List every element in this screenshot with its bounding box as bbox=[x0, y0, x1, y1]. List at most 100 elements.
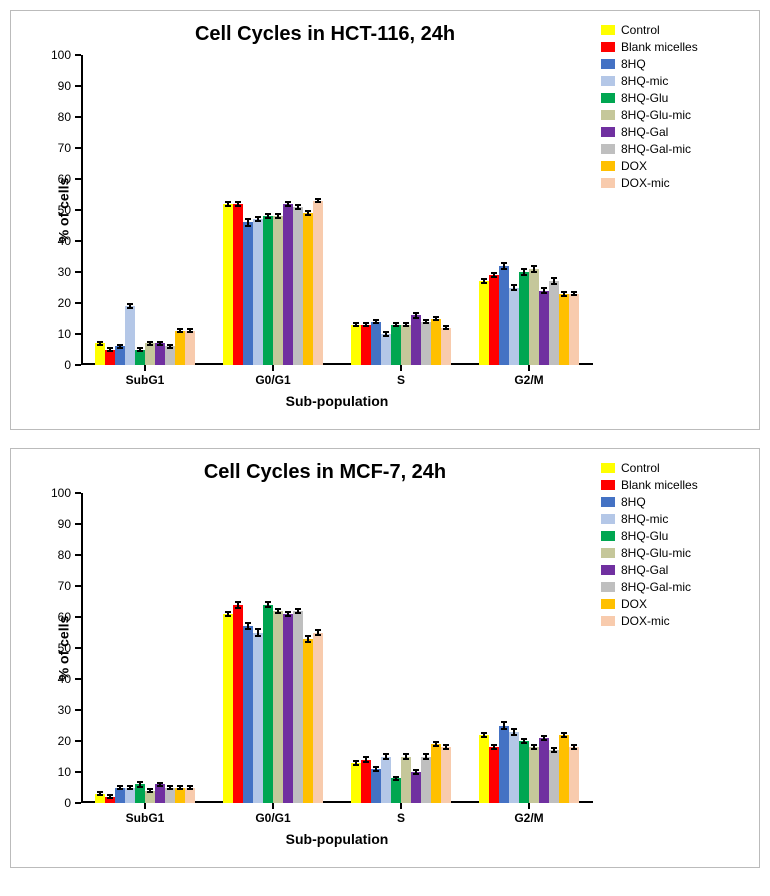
bar bbox=[185, 331, 195, 365]
error-cap bbox=[373, 322, 379, 324]
error-cap bbox=[501, 268, 507, 270]
error-cap bbox=[571, 294, 577, 296]
error-cap bbox=[235, 607, 241, 609]
legend-swatch bbox=[601, 144, 615, 154]
error-cap bbox=[295, 608, 301, 610]
bar bbox=[233, 605, 243, 803]
error-cap bbox=[531, 271, 537, 273]
error-cap bbox=[127, 785, 133, 787]
legend-label: DOX-mic bbox=[621, 614, 670, 628]
y-tick-label: 80 bbox=[58, 549, 71, 561]
error-cap bbox=[541, 739, 547, 741]
error-cap bbox=[245, 218, 251, 220]
y-tick-label: 0 bbox=[64, 797, 71, 809]
chart-title: Cell Cycles in HCT-116, 24h bbox=[59, 23, 591, 46]
x-axis-label: Sub-population bbox=[81, 393, 593, 409]
error-cap bbox=[443, 325, 449, 327]
legend-swatch bbox=[601, 161, 615, 171]
bar bbox=[401, 325, 411, 365]
error-cap bbox=[531, 744, 537, 746]
y-tick-label: 10 bbox=[58, 766, 71, 778]
legend-label: 8HQ-Glu-mic bbox=[621, 546, 691, 560]
bar bbox=[529, 747, 539, 803]
bar bbox=[303, 639, 313, 803]
error-cap bbox=[443, 328, 449, 330]
bar bbox=[175, 331, 185, 365]
legend-swatch bbox=[601, 548, 615, 558]
legend-swatch bbox=[601, 616, 615, 626]
error-cap bbox=[541, 735, 547, 737]
legend-item: Blank micelles bbox=[601, 40, 751, 54]
error-cap bbox=[295, 208, 301, 210]
legend-label: Blank micelles bbox=[621, 478, 698, 492]
error-cap bbox=[531, 748, 537, 750]
legend-item: 8HQ-Glu-mic bbox=[601, 546, 751, 560]
error-cap bbox=[393, 776, 399, 778]
y-tick-label: 70 bbox=[58, 580, 71, 592]
error-cap bbox=[373, 319, 379, 321]
y-tick-label: 30 bbox=[58, 704, 71, 716]
error-cap bbox=[315, 198, 321, 200]
error-cap bbox=[491, 744, 497, 746]
error-cap bbox=[571, 748, 577, 750]
bar-group: SubG1 bbox=[81, 493, 209, 803]
bar bbox=[509, 732, 519, 803]
error-cap bbox=[521, 738, 527, 740]
error-cap bbox=[167, 788, 173, 790]
legend-label: 8HQ-Glu bbox=[621, 91, 668, 105]
error-cap bbox=[295, 612, 301, 614]
bar-group: S bbox=[337, 493, 465, 803]
error-cap bbox=[481, 282, 487, 284]
error-cap bbox=[255, 220, 261, 222]
bar-group: G2/M bbox=[465, 493, 593, 803]
error-cap bbox=[383, 331, 389, 333]
error-cap bbox=[147, 341, 153, 343]
error-cap bbox=[353, 322, 359, 324]
error-cap bbox=[285, 615, 291, 617]
chart-panel-1: Cell Cycles in MCF-7, 24h% of cellsSub-p… bbox=[10, 448, 760, 868]
legend-item: Blank micelles bbox=[601, 478, 751, 492]
error-cap bbox=[285, 205, 291, 207]
bar bbox=[559, 294, 569, 365]
bar bbox=[569, 747, 579, 803]
category-label: S bbox=[397, 373, 405, 387]
error-cap bbox=[363, 756, 369, 758]
y-tick-label: 90 bbox=[58, 80, 71, 92]
x-tick-mark bbox=[272, 365, 274, 371]
bar bbox=[273, 216, 283, 365]
bar bbox=[569, 294, 579, 365]
y-tick-label: 80 bbox=[58, 111, 71, 123]
bar bbox=[371, 322, 381, 365]
error-cap bbox=[255, 216, 261, 218]
error-cap bbox=[521, 274, 527, 276]
bar bbox=[549, 281, 559, 365]
error-cap bbox=[187, 788, 193, 790]
error-cap bbox=[373, 766, 379, 768]
error-cap bbox=[551, 747, 557, 749]
legend-swatch bbox=[601, 497, 615, 507]
error-cap bbox=[265, 601, 271, 603]
error-cap bbox=[245, 628, 251, 630]
legend-label: 8HQ-mic bbox=[621, 512, 668, 526]
bar bbox=[283, 204, 293, 365]
legend-item: 8HQ-Gal bbox=[601, 125, 751, 139]
error-cap bbox=[423, 758, 429, 760]
legend-label: Control bbox=[621, 461, 660, 475]
error-cap bbox=[363, 761, 369, 763]
legend-label: 8HQ-Glu bbox=[621, 529, 668, 543]
y-tick-label: 30 bbox=[58, 266, 71, 278]
error-cap bbox=[413, 312, 419, 314]
error-cap bbox=[147, 791, 153, 793]
x-tick-mark bbox=[272, 803, 274, 809]
error-cap bbox=[305, 635, 311, 637]
error-cap bbox=[433, 316, 439, 318]
error-cap bbox=[501, 728, 507, 730]
bar bbox=[233, 204, 243, 365]
legend-swatch bbox=[601, 565, 615, 575]
bar bbox=[223, 204, 233, 365]
error-cap bbox=[383, 758, 389, 760]
error-cap bbox=[305, 214, 311, 216]
error-cap bbox=[443, 744, 449, 746]
error-cap bbox=[127, 307, 133, 309]
error-cap bbox=[235, 205, 241, 207]
